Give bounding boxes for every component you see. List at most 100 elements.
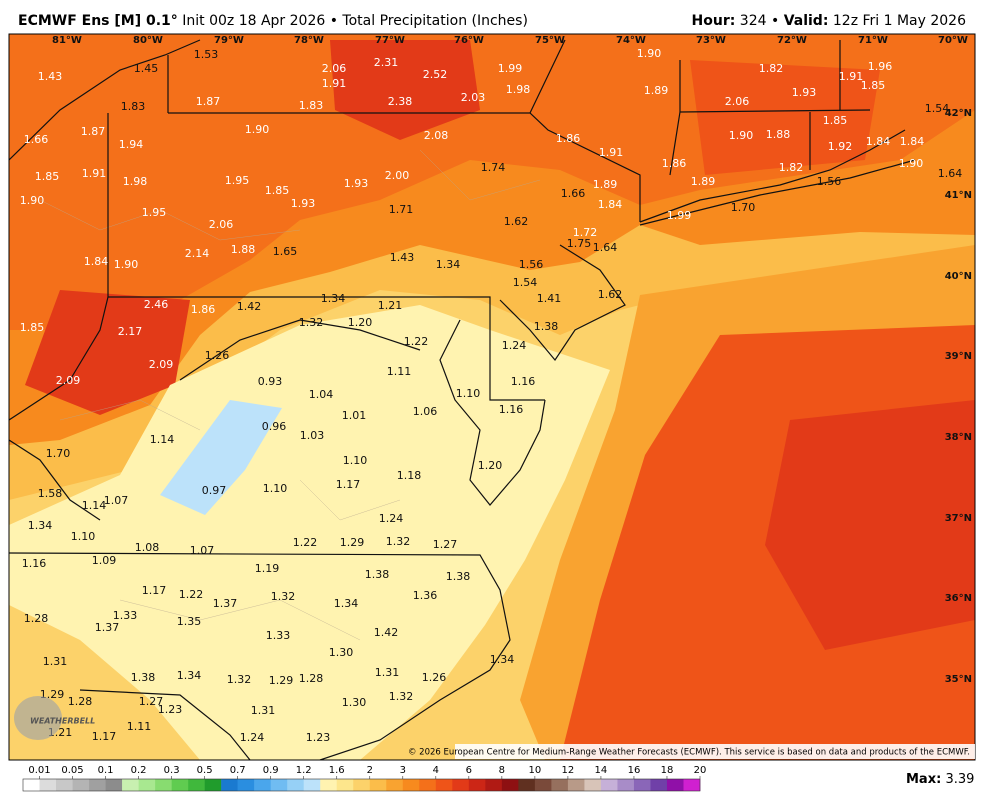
point-value: 1.34: [334, 597, 359, 610]
point-value: 1.72: [573, 226, 598, 239]
lat-label: 40°N: [945, 271, 972, 282]
point-value: 1.26: [205, 349, 230, 362]
point-value: 1.03: [300, 429, 325, 442]
point-value: 1.90: [114, 258, 139, 271]
point-value: 1.36: [413, 589, 438, 602]
max-label: Max:: [906, 772, 941, 787]
point-value: 1.94: [119, 138, 144, 151]
point-value: 1.90: [899, 157, 924, 170]
point-value: 1.85: [823, 114, 848, 127]
point-value: 1.32: [271, 590, 296, 603]
point-value: 1.17: [142, 584, 167, 597]
point-value: 1.31: [375, 666, 400, 679]
point-value: 1.32: [227, 673, 252, 686]
point-value: 1.35: [177, 615, 202, 628]
point-value: 1.85: [861, 79, 886, 92]
colorbar-cell: [72, 779, 90, 791]
point-value: 1.11: [127, 720, 152, 733]
point-value: 1.87: [196, 95, 221, 108]
point-value: 1.24: [379, 512, 404, 525]
colorbar-tick-label: 1.2: [296, 765, 312, 776]
point-value: 1.74: [481, 161, 506, 174]
point-value: 1.70: [46, 447, 71, 460]
point-value: 1.43: [38, 70, 63, 83]
colorbar-cell: [402, 779, 420, 791]
point-value: 1.34: [177, 669, 202, 682]
colorbar-cell: [138, 779, 156, 791]
point-value: 2.06: [725, 95, 750, 108]
colorbar-cell: [171, 779, 189, 791]
map-frame: [8, 33, 976, 761]
county-lines: [39, 149, 541, 641]
point-value: 1.30: [342, 696, 367, 709]
point-value: 1.32: [386, 535, 411, 548]
point-value: 1.42: [374, 626, 399, 639]
colorbar-cell: [188, 779, 205, 791]
point-value: 1.89: [644, 84, 669, 97]
point-value: 1.29: [340, 536, 365, 549]
valid: 12z Fri 1 May 2026: [833, 13, 966, 29]
point-value: 1.30: [329, 646, 354, 659]
colorbar-tick-label: 0.3: [164, 765, 180, 776]
lon-label: 78°W: [294, 35, 324, 46]
point-value: 1.38: [131, 671, 156, 684]
point-value: 1.98: [123, 175, 148, 188]
point-value: 1.84: [598, 198, 623, 211]
colorbar-cell: [270, 779, 288, 791]
valid-label: Valid:: [784, 13, 829, 29]
point-value: 1.93: [291, 197, 316, 210]
colorbar-tick-label: 0.05: [61, 765, 83, 776]
point-value: 1.20: [348, 316, 373, 329]
colorbar: 0.01 0.05 0.1 0.2 0.3 0.5 0.7 0.9 1.2 1.6 2 3 4 6 8 10 1…: [22, 765, 706, 792]
point-value: 2.52: [423, 68, 448, 81]
colorbar-cell: [369, 779, 387, 791]
point-value: 1.66: [24, 133, 49, 146]
lon-label: 72°W: [777, 35, 807, 46]
lon-label: 81°W: [52, 35, 82, 46]
point-value: 1.99: [667, 209, 692, 222]
point-value: 2.46: [144, 298, 169, 311]
point-value: 1.71: [389, 203, 414, 216]
point-value: 1.88: [766, 128, 791, 141]
point-value: 2.03: [461, 91, 486, 104]
point-value: 1.07: [190, 544, 215, 557]
point-value: 2.09: [56, 374, 81, 387]
labels: 81°W 80°W 79°W 78°W 77°W 76°W 75°W 74°W 73°W 72°W…: [20, 35, 972, 744]
point-value: 1.86: [662, 157, 687, 170]
point-value: 1.84: [866, 135, 891, 148]
colorbar-cell: [518, 779, 536, 791]
point-value: 2.38: [388, 95, 413, 108]
point-value: 1.93: [344, 177, 369, 190]
colorbar-cell: [650, 779, 668, 791]
point-value: 1.66: [561, 187, 586, 200]
point-value: 1.31: [43, 655, 68, 668]
colorbar-tick-label: 6: [466, 765, 472, 776]
point-value: 1.14: [150, 433, 175, 446]
colorbar-cell: [683, 779, 701, 791]
point-value: 1.82: [759, 62, 784, 75]
point-value: 1.90: [637, 47, 662, 60]
point-value: 1.33: [113, 609, 138, 622]
point-value: 1.45: [134, 62, 159, 75]
field-light: [9, 305, 610, 760]
colorbar-cell: [419, 779, 437, 791]
point-value: 1.85: [265, 184, 290, 197]
colorbar-tick-label: 16: [628, 765, 641, 776]
point-value: 2.06: [322, 62, 347, 75]
lon-label: 79°W: [214, 35, 244, 46]
colorbar-cell: [122, 779, 139, 791]
point-value: 1.84: [900, 135, 925, 148]
point-value: 1.86: [191, 303, 216, 316]
point-value: 1.91: [322, 77, 347, 90]
colorbar-cell: [600, 779, 618, 791]
point-value: 1.11: [387, 365, 412, 378]
colorbar-cell: [633, 779, 651, 791]
logo: WEATHERBELL: [30, 717, 95, 726]
point-value: 1.38: [365, 568, 390, 581]
colorbar-cell: [551, 779, 569, 791]
lon-label: 77°W: [375, 35, 405, 46]
point-value: 1.06: [413, 405, 438, 418]
point-value: 1.42: [237, 300, 262, 313]
point-value: 1.27: [433, 538, 458, 551]
